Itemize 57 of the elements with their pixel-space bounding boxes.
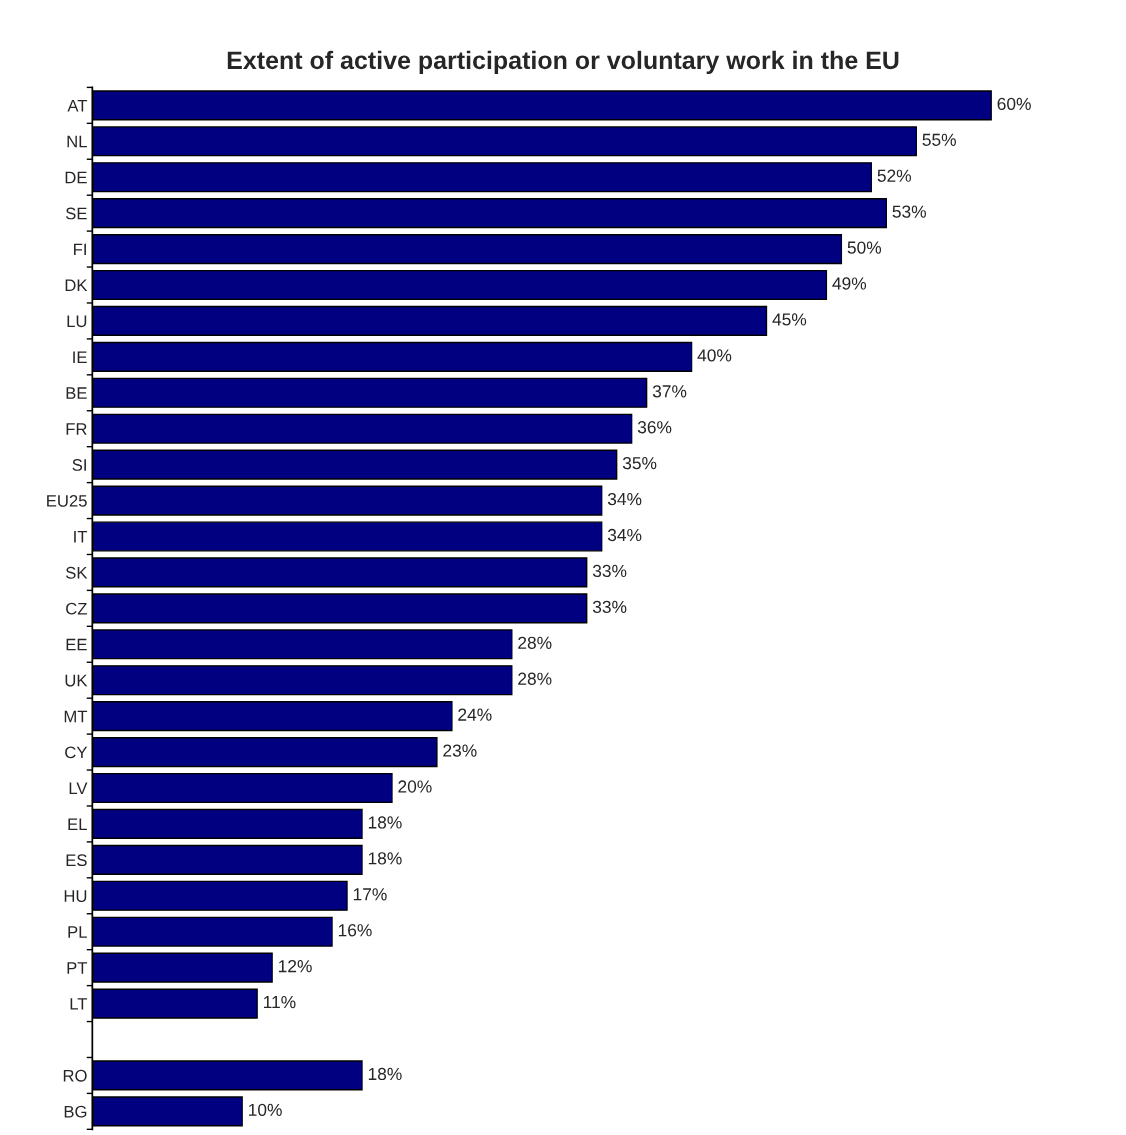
data-label: 55% [922, 133, 956, 146]
data-label: 12% [278, 960, 312, 973]
data-label: 20% [398, 780, 432, 793]
y-tick-label: NL [67, 135, 87, 148]
y-tick-label: SE [65, 207, 87, 220]
y-tick-label: DK [65, 279, 88, 292]
y-tick-label: CY [65, 746, 88, 759]
data-label: 18% [368, 1067, 402, 1081]
y-tick-label: FI [74, 243, 86, 256]
y-tick-label: DE [65, 171, 87, 184]
y-tick-label: PT [67, 962, 88, 974]
data-label: 34% [607, 492, 642, 506]
y-tick-label: FR [66, 423, 87, 435]
data-label: 11% [264, 996, 296, 1009]
y-tick-label: UK [65, 674, 88, 687]
data-label: 49% [832, 277, 867, 290]
y-tick-label: SI [72, 459, 86, 471]
y-tick-label: BE [66, 387, 87, 399]
y-tick-label: ES [66, 854, 87, 867]
data-label: 18% [368, 852, 402, 865]
data-label: 28% [518, 672, 552, 685]
y-tick-label: MT [64, 710, 88, 723]
data-label: 24% [458, 708, 492, 721]
data-label: 17% [353, 888, 387, 901]
y-tick-label: SK [65, 566, 88, 579]
chart-title: Extent of active participation or voluntary work in the EU [227, 50, 899, 75]
data-label: 40% [697, 349, 732, 362]
y-tick-label: LV [69, 782, 88, 795]
data-label: 35% [622, 457, 657, 470]
y-tick-label: IE [73, 351, 87, 363]
y-tick-label: AT [67, 99, 88, 112]
data-label: 23% [443, 744, 477, 757]
y-tick-label: EL [68, 818, 87, 830]
y-tick-label: IT [74, 531, 88, 543]
data-label: 50% [847, 241, 882, 254]
y-tick-label: HU [64, 890, 87, 902]
y-tick-label: PL [68, 926, 87, 938]
y-tick-label: LU [67, 315, 87, 328]
y-tick-label: LT [70, 998, 88, 1010]
y-tick-label: RO [63, 1069, 87, 1082]
data-label: 53% [892, 205, 926, 218]
data-label: 10% [249, 1103, 282, 1117]
data-label: 18% [368, 816, 402, 829]
data-label: 16% [338, 924, 372, 937]
data-label: 52% [877, 169, 912, 182]
y-tick-label: EE [66, 638, 87, 651]
data-label: 37% [652, 385, 687, 398]
y-tick-label: CZ [66, 602, 87, 615]
data-label: 34% [607, 528, 642, 542]
data-label: 28% [518, 636, 552, 649]
data-label: 33% [592, 564, 627, 578]
data-label: 33% [592, 600, 627, 614]
y-tick-label: BG [64, 1105, 87, 1118]
y-tick-label: EU25 [47, 494, 87, 507]
data-label: 45% [772, 313, 807, 326]
data-label: 60% [997, 97, 1031, 111]
data-label: 36% [637, 421, 672, 434]
